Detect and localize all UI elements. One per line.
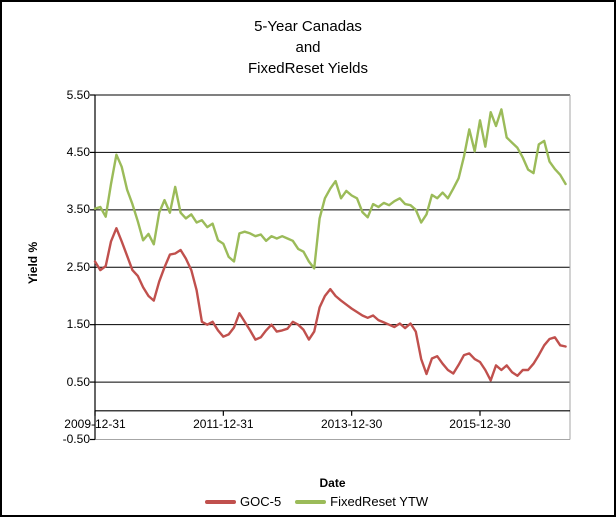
x-tick-label: 2013-12-30 bbox=[320, 417, 383, 431]
fixedreset-legend-label: FixedReset YTW bbox=[330, 494, 429, 509]
goc5-line-series bbox=[93, 226, 567, 382]
chart-title-line-1: 5-Year Canadas bbox=[254, 18, 362, 35]
fixedreset-legend-swatch bbox=[295, 499, 327, 504]
legend-item-fixedreset: FixedReset YTW bbox=[295, 494, 428, 509]
y-tick-label: 1.50 bbox=[66, 317, 90, 332]
y-tick-label: 0.50 bbox=[66, 374, 90, 389]
y-tick-label: 2.50 bbox=[66, 259, 90, 274]
goc5-legend-label: GOC-5 bbox=[240, 494, 282, 509]
chart-title-line-2: and bbox=[295, 39, 321, 56]
chart-title: 5-Year Canadas and FixedReset Yields bbox=[2, 16, 614, 79]
legend: GOC-5 FixedReset YTW bbox=[205, 494, 442, 509]
x-tick-label: 2011-12-31 bbox=[193, 417, 254, 431]
y-tick-label: -0.50 bbox=[62, 432, 90, 446]
chart-title-line-3: FixedReset Yields bbox=[247, 60, 369, 77]
y-tick-label: 3.50 bbox=[66, 202, 90, 217]
y-tick-label: 4.50 bbox=[66, 144, 90, 159]
fixedreset-line-series bbox=[93, 108, 567, 270]
y-tick-label: 5.50 bbox=[66, 87, 90, 102]
goc5-legend-swatch bbox=[205, 499, 236, 504]
x-axis-title: Date bbox=[319, 476, 346, 490]
legend-item-goc5: GOC-5 bbox=[205, 494, 281, 509]
x-tick-label: 2009-12-31 bbox=[64, 417, 126, 431]
x-tick-label: 2015-12-30 bbox=[449, 417, 511, 431]
